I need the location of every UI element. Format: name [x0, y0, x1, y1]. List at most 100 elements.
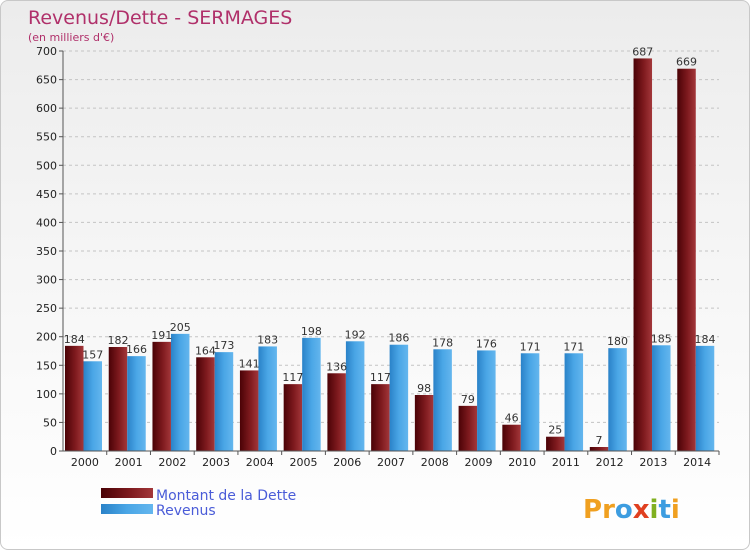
- bar-debt: [196, 357, 215, 451]
- bar-debt: [633, 58, 653, 452]
- bar-debt: [283, 384, 303, 451]
- logo-letter: x: [633, 495, 650, 525]
- bar-debt: [546, 436, 565, 451]
- y-tick-label: 700: [36, 45, 57, 58]
- bar-revenus: [170, 333, 190, 451]
- y-axis-ticks: 0 50 100 150 200 250 300 350 400 450 500 550 600 650 7…: [36, 45, 63, 458]
- bar-revenus: [433, 349, 452, 451]
- data-label-revenus: 185: [651, 332, 672, 345]
- data-label-debt: 25: [548, 424, 562, 437]
- data-label-revenus: 176: [476, 337, 497, 350]
- data-label-debt: 191: [151, 329, 172, 342]
- x-tick-label: 2011: [552, 456, 580, 469]
- y-tick-label: 200: [36, 331, 57, 344]
- logo-letter: P: [583, 495, 602, 525]
- bar-debt: [589, 447, 609, 451]
- x-tick-label: 2014: [683, 456, 711, 469]
- x-tick-label: 2003: [202, 456, 230, 469]
- logo-letter: o: [615, 495, 633, 525]
- legend-swatch-revenus: [101, 504, 153, 514]
- data-label-revenus: 171: [520, 340, 541, 353]
- data-label-revenus: 183: [257, 333, 278, 346]
- data-label-debt: 46: [505, 412, 519, 425]
- data-label-debt: 79: [461, 393, 475, 406]
- data-label-revenus: 157: [82, 348, 103, 361]
- x-tick-label: 2007: [377, 456, 405, 469]
- bar-debt: [458, 405, 478, 451]
- bar-revenus: [258, 346, 277, 451]
- data-label-revenus: 198: [301, 325, 322, 338]
- data-label-revenus: 180: [607, 335, 628, 348]
- data-label-debt: 7: [596, 434, 603, 447]
- bar-debt: [152, 341, 171, 451]
- legend: Montant de la Dette Revenus: [101, 488, 296, 519]
- x-tick-label: 2009: [464, 456, 492, 469]
- data-label-debt: 98: [417, 382, 431, 395]
- data-label-debt: 669: [676, 56, 697, 69]
- bar-debt: [677, 68, 696, 451]
- x-tick-label: 2000: [71, 456, 99, 469]
- y-tick-label: 350: [36, 245, 57, 258]
- bar-debt: [414, 395, 434, 451]
- data-label-revenus: 178: [432, 336, 453, 349]
- x-tick-label: 2006: [333, 456, 361, 469]
- legend-label-revenus: Revenus: [156, 503, 216, 519]
- x-tick-label: 2001: [115, 456, 143, 469]
- x-tick-label: 2004: [246, 456, 274, 469]
- logo-letter: i: [671, 495, 680, 525]
- data-label-debt: 182: [107, 334, 128, 347]
- y-tick-label: 650: [36, 74, 57, 87]
- bar-debt: [108, 347, 128, 451]
- y-tick-label: 550: [36, 131, 57, 144]
- y-tick-label: 450: [36, 188, 57, 201]
- bar-revenus: [477, 350, 496, 451]
- proxiti-logo: Proxiti: [583, 495, 680, 525]
- data-label-debt: 687: [632, 45, 653, 58]
- y-tick-label: 500: [36, 159, 57, 172]
- y-tick-label: 400: [36, 216, 57, 229]
- logo-letter: r: [602, 495, 615, 525]
- bar-revenus: [302, 337, 321, 451]
- data-label-revenus: 184: [695, 333, 716, 346]
- chart-subtitle: (en milliers d'€): [28, 31, 114, 44]
- bar-revenus: [83, 361, 102, 451]
- y-tick-label: 250: [36, 302, 57, 315]
- x-axis-ticks: 2000 2001 2002 2003 2004 2005 2006 2007 2008 2009…: [71, 451, 720, 469]
- logo-letter: t: [658, 495, 670, 525]
- bar-debt: [371, 384, 390, 451]
- x-tick-label: 2010: [508, 456, 536, 469]
- data-label-revenus: 205: [170, 321, 191, 334]
- data-label-revenus: 166: [126, 343, 147, 356]
- data-label-revenus: 171: [563, 340, 584, 353]
- data-label-revenus: 173: [213, 339, 234, 352]
- bar-revenus: [345, 341, 365, 451]
- y-tick-label: 0: [50, 445, 57, 458]
- chart-title: Revenus/Dette - SERMAGES: [28, 7, 292, 29]
- bar-revenus: [520, 353, 540, 451]
- bar-debt: [65, 345, 84, 451]
- data-label-debt: 164: [195, 344, 216, 357]
- y-tick-label: 600: [36, 102, 57, 115]
- bar-debt: [239, 370, 259, 451]
- bar-revenus: [652, 345, 671, 451]
- data-label-debt: 117: [370, 371, 391, 384]
- x-tick-label: 2013: [639, 456, 667, 469]
- bar-revenus: [214, 352, 234, 451]
- y-tick-label: 150: [36, 359, 57, 372]
- data-label-debt: 117: [282, 371, 303, 384]
- y-tick-label: 300: [36, 274, 57, 287]
- bar-debt: [502, 424, 521, 451]
- x-tick-label: 2002: [158, 456, 186, 469]
- data-label-revenus: 192: [345, 328, 366, 341]
- x-tick-label: 2005: [290, 456, 318, 469]
- bar-revenus: [127, 356, 146, 451]
- legend-swatch-debt: [101, 488, 153, 498]
- data-label-revenus: 186: [388, 332, 409, 345]
- bar-revenus: [564, 353, 584, 451]
- logo-letter: i: [650, 495, 659, 525]
- bar-debt: [327, 373, 346, 451]
- x-tick-label: 2008: [421, 456, 449, 469]
- bar-revenus: [608, 348, 627, 451]
